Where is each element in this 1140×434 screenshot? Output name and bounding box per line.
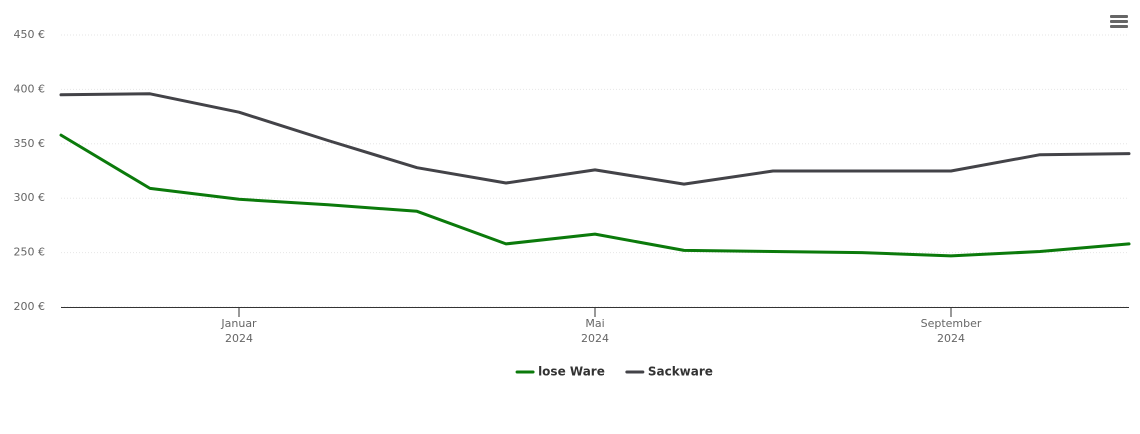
x-tick-year: 2024 (581, 332, 609, 345)
y-tick-label: 400 € (14, 82, 46, 95)
menu-bar (1110, 25, 1128, 28)
y-tick-label: 300 € (14, 191, 46, 204)
y-tick-label: 450 € (14, 28, 46, 41)
legend-item[interactable]: Sackware (625, 365, 713, 379)
x-tick-label: September (921, 317, 982, 330)
y-tick-label: 350 € (14, 137, 46, 150)
series-line (59, 133, 1131, 258)
series-line (59, 92, 1131, 186)
legend-label: Sackware (648, 365, 713, 379)
x-tick-year: 2024 (937, 332, 965, 345)
y-tick-label: 250 € (14, 246, 46, 259)
x-tick-label: Januar (220, 317, 257, 330)
legend-label: lose Ware (538, 365, 605, 379)
x-tick-year: 2024 (225, 332, 253, 345)
menu-bar (1110, 15, 1128, 18)
menu-bar (1110, 20, 1128, 23)
x-tick-label: Mai (585, 317, 604, 330)
legend-item[interactable]: lose Ware (515, 365, 605, 379)
legend: lose Ware Sackware (515, 365, 713, 379)
y-tick-label: 200 € (14, 300, 46, 313)
menu-button[interactable] (1110, 15, 1128, 28)
